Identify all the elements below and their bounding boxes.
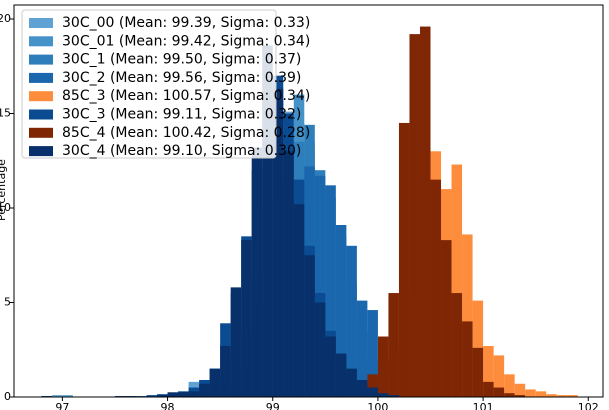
legend-swatch	[29, 127, 53, 138]
bar	[525, 389, 536, 397]
y-tick-label: 20	[0, 12, 11, 25]
legend-swatch	[29, 36, 53, 47]
bar	[419, 26, 431, 397]
bar	[483, 381, 494, 397]
bar	[430, 179, 442, 397]
bar	[462, 234, 473, 397]
bar	[493, 387, 505, 397]
bar	[188, 391, 200, 397]
bar	[241, 240, 252, 397]
bar	[167, 392, 179, 397]
legend-swatch	[29, 18, 53, 28]
bar	[356, 379, 368, 397]
legend: 30C_00 (Mean: 99.39, Sigma: 0.33) 30C_01 …	[21, 9, 310, 159]
bar	[283, 151, 294, 397]
bar	[441, 240, 452, 397]
bar	[272, 88, 284, 397]
bar	[483, 345, 494, 397]
bar	[535, 391, 547, 397]
bar	[346, 368, 357, 397]
bar	[546, 394, 557, 397]
bar	[304, 255, 315, 397]
bar	[157, 395, 168, 397]
axes-frame	[13, 4, 604, 398]
bar	[209, 368, 221, 397]
bar	[367, 310, 378, 397]
bar	[230, 287, 242, 397]
bar	[504, 374, 515, 397]
bar	[398, 122, 410, 397]
x-tick-label: 102	[578, 401, 599, 410]
bar	[388, 293, 399, 397]
x-tick-label: 97	[55, 401, 69, 410]
bar	[251, 147, 263, 397]
bar	[377, 336, 389, 397]
legend-label: 30C_1 (Mean: 99.50, Sigma: 0.37)	[62, 52, 301, 68]
bar	[314, 175, 326, 397]
bar	[567, 395, 578, 397]
y-tick-label: 15	[0, 106, 11, 119]
bar	[493, 355, 505, 397]
bar	[178, 392, 189, 397]
y-tick-label: 10	[0, 201, 11, 214]
bar	[514, 383, 526, 397]
legend-label: 85C_3 (Mean: 100.57, Sigma: 0.34)	[62, 88, 310, 104]
bar	[451, 293, 463, 397]
plot-area	[41, 26, 578, 398]
y-tick-label: 0	[4, 390, 11, 403]
legend-swatch	[29, 91, 53, 102]
bar	[356, 300, 368, 397]
x-tick-label: 98	[161, 401, 175, 410]
bar	[556, 395, 568, 397]
bar	[62, 395, 73, 397]
bar	[335, 353, 347, 397]
bar	[388, 395, 399, 397]
bar	[325, 336, 336, 397]
bar	[367, 387, 378, 397]
bar	[472, 347, 484, 397]
legend-label: 30C_01 (Mean: 99.42, Sigma: 0.34)	[62, 33, 310, 49]
legend-label: 85C_4 (Mean: 100.42, Sigma: 0.28)	[62, 125, 310, 141]
bar	[367, 374, 378, 397]
legend-label: 30C_3 (Mean: 99.11, Sigma: 0.32)	[62, 107, 301, 123]
legend-swatch	[29, 54, 53, 65]
bar	[51, 395, 63, 397]
y-axis-label: Percentage	[0, 159, 8, 221]
bar	[314, 302, 326, 397]
bar	[514, 395, 526, 397]
bar	[346, 245, 357, 397]
legend-swatch	[29, 109, 53, 120]
bar	[220, 345, 231, 397]
bar	[325, 185, 336, 397]
bar	[409, 34, 420, 397]
x-tick-label: 101	[473, 401, 494, 410]
x-tick-label: 99	[266, 401, 280, 410]
legend-label: 30C_00 (Mean: 99.39, Sigma: 0.33)	[62, 15, 310, 31]
bar	[462, 321, 473, 397]
bar	[146, 395, 158, 397]
x-tick-label: 100	[367, 401, 388, 410]
legend-label: 30C_2 (Mean: 99.56, Sigma: 0.39)	[62, 70, 301, 86]
bar	[262, 45, 273, 397]
bar	[451, 164, 463, 397]
bar	[504, 393, 515, 397]
bar	[377, 393, 389, 397]
legend-swatch	[29, 72, 53, 83]
legend-frame	[21, 9, 277, 159]
y-tick-label: 5	[4, 295, 11, 308]
bar	[199, 383, 210, 397]
legend-label: 30C_4 (Mean: 99.10, Sigma: 0.30)	[62, 143, 301, 159]
bar	[335, 225, 347, 397]
legend-swatch	[29, 146, 53, 157]
bar	[293, 204, 305, 397]
